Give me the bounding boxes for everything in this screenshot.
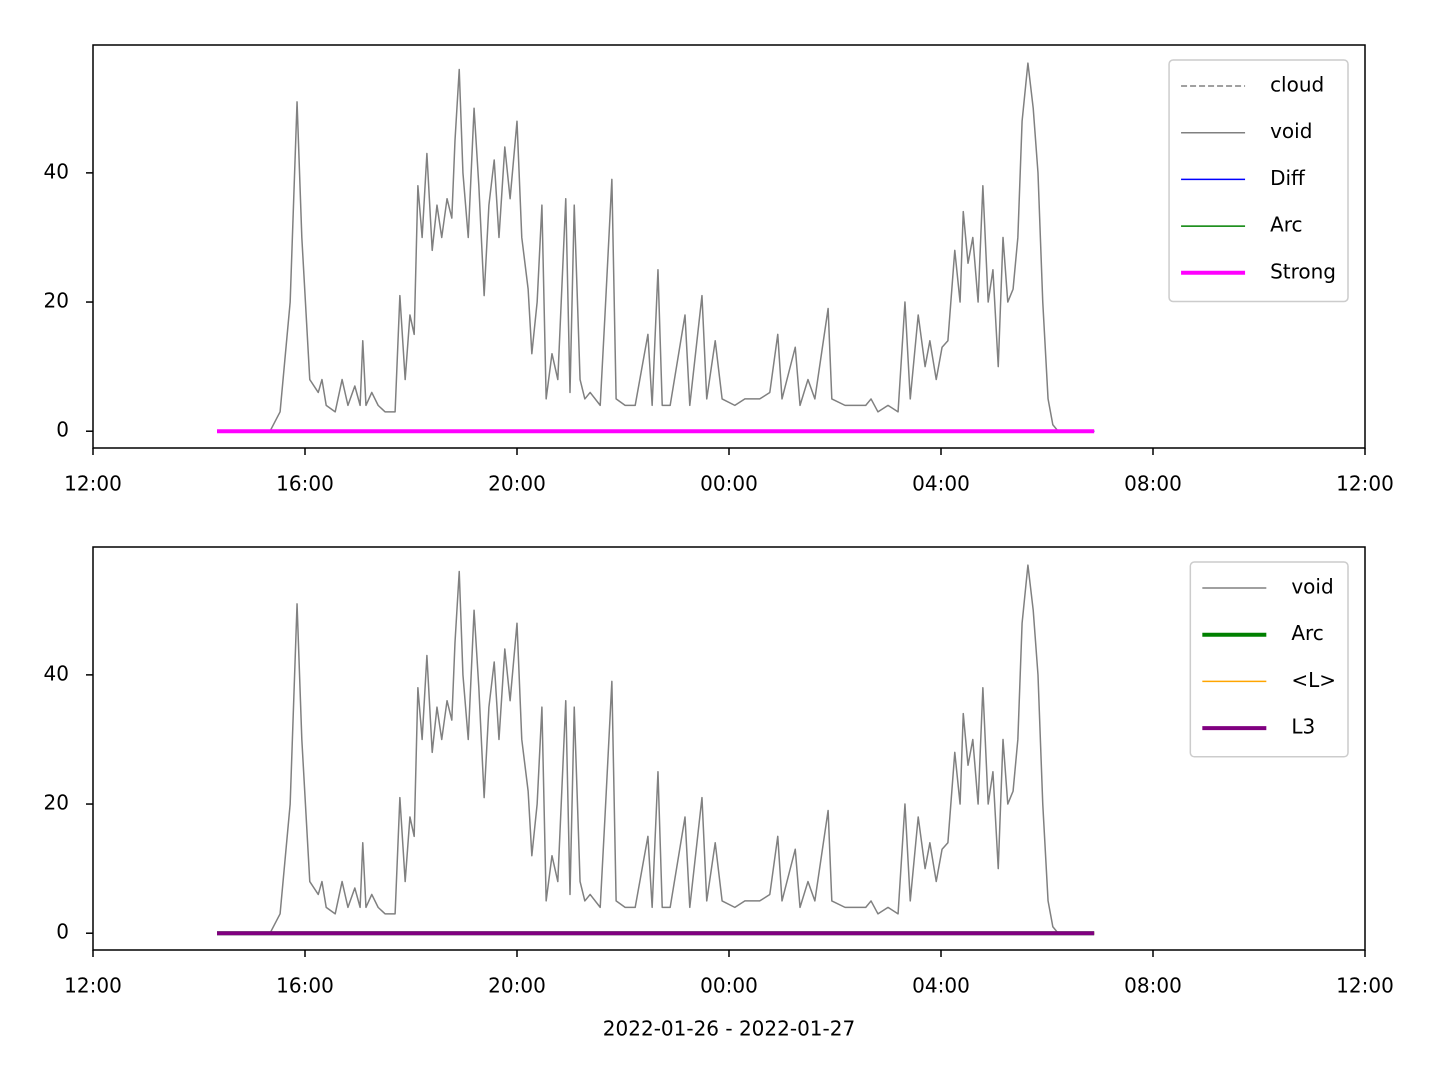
x-tick-label: 00:00: [700, 974, 758, 998]
x-tick-label: 20:00: [488, 974, 546, 998]
legend-label: Arc: [1291, 621, 1323, 645]
legend-label: Diff: [1270, 166, 1306, 190]
x-axis-label: 2022-01-26 - 2022-01-27: [603, 1017, 855, 1041]
y-tick-label: 20: [44, 791, 69, 815]
subplot: 0 20 40 12:00 16:00 20:00 00:00 04:00 08:00 12:00…: [44, 44, 1394, 496]
x-tick-label: 08:00: [1124, 472, 1182, 496]
legend-label: void: [1270, 119, 1312, 143]
x-tick-label: 20:00: [488, 472, 546, 496]
x-tick-label: 16:00: [276, 974, 334, 998]
x-tick-label: 12:00: [1336, 472, 1394, 496]
legend-label: cloud: [1270, 73, 1324, 97]
legend-label: Arc: [1270, 213, 1302, 237]
y-tick-label: 20: [44, 289, 69, 313]
legend-label: L3: [1291, 715, 1315, 739]
y-tick-label: 0: [56, 418, 69, 442]
y-tick-label: 0: [56, 920, 69, 944]
subplot: 0 20 40 12:00 16:00 20:00 00:00 04:00 08:00 12:00…: [44, 546, 1394, 1041]
legend: cloud void Diff Arc Strong: [1168, 59, 1349, 303]
x-tick-label: 12:00: [64, 472, 122, 496]
x-tick-label: 04:00: [912, 974, 970, 998]
legend-box: [1189, 561, 1349, 758]
legend-box: [1168, 59, 1349, 303]
axes-frame: [92, 546, 1366, 951]
x-tick-label: 00:00: [700, 472, 758, 496]
legend-label: Strong: [1270, 259, 1336, 283]
y-tick-label: 40: [44, 159, 69, 183]
series-line: [217, 62, 1095, 432]
y-tick-label: 40: [44, 661, 69, 685]
x-tick-label: 16:00: [276, 472, 334, 496]
legend-label: void: [1291, 575, 1333, 599]
x-tick-label: 08:00: [1124, 974, 1182, 998]
legend-label: <L>: [1291, 668, 1336, 692]
x-tick-label: 04:00: [912, 472, 970, 496]
x-tick-label: 12:00: [64, 974, 122, 998]
legend: void Arc <L> L3: [1189, 561, 1349, 758]
x-tick-label: 12:00: [1336, 974, 1394, 998]
series-line: [217, 564, 1095, 934]
